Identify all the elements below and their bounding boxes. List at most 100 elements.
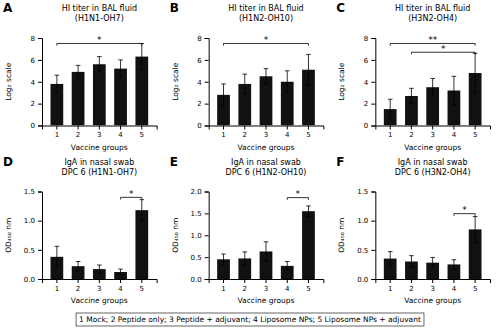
tick-mark (38, 104, 42, 105)
title-line: (H1N2-OH10) (239, 14, 293, 23)
marks (384, 53, 482, 125)
panel: 123450.00.51.01.5Vaccine groupsOD₄₅₀ nm*… (3, 155, 157, 306)
tick-label: 4 (118, 285, 123, 293)
tick: 1.5 (191, 210, 209, 218)
tick-mark (205, 104, 209, 105)
tick-label: 1 (388, 285, 392, 293)
error-bar (221, 254, 226, 265)
tick-label: 0 (31, 122, 35, 130)
axis-line (205, 39, 210, 127)
error-bar (285, 262, 290, 271)
error-bar (306, 206, 311, 217)
tick: 4 (118, 126, 123, 140)
error-bar (388, 99, 393, 119)
axis-line (209, 280, 324, 284)
plot-area: 123450.00.51.01.52.0Vaccine groupsOD₄₅₀ … (171, 188, 324, 305)
tick-mark (287, 126, 288, 130)
panel: 123450.00.51.01.52.0Vaccine groupsOD₄₅₀ … (170, 155, 324, 306)
tick-label: 1.0 (357, 217, 368, 225)
tick-mark (99, 126, 100, 130)
figure: 1234502468Vaccine groupsLog₂ scale*HI ti… (0, 0, 500, 329)
error-bar (76, 65, 81, 78)
plot-area: 123450.00.51.01.5Vaccine groupsOD₄₅₀ nm* (337, 188, 490, 305)
error-bar (409, 256, 414, 268)
y-axis: 02468 (197, 35, 209, 130)
tick: 8 (197, 35, 208, 43)
tick: 6 (364, 57, 375, 65)
tick-label: 1 (388, 131, 392, 139)
tick: 3 (264, 279, 268, 293)
tick-label: 5 (140, 131, 144, 139)
tick-label: 8 (364, 35, 368, 43)
tick-label: 4 (197, 78, 202, 86)
tick-mark (432, 279, 433, 283)
axis-line (205, 192, 210, 280)
y-axis-title: OD₄₅₀ nm (337, 218, 346, 253)
marks (50, 43, 148, 125)
tick: 0 (364, 122, 375, 130)
axis-line (376, 280, 491, 284)
title-line: DPC 6 (H1N1-OH7) (61, 168, 137, 177)
tick: 1.5 (357, 188, 375, 196)
tick-label: 3 (264, 285, 268, 293)
marks (217, 54, 315, 125)
tick: 4 (197, 78, 208, 86)
tick-mark (371, 126, 375, 127)
error-bar (242, 252, 247, 265)
tick-label: 1.0 (191, 232, 202, 240)
tick: 2 (243, 279, 247, 293)
tick-label: 5 (473, 131, 477, 139)
panel-label: D (3, 155, 13, 169)
title-line: DPC 6 (H1N2-OH10) (226, 168, 307, 177)
y-axis-title: OD₄₅₀ nm (4, 218, 13, 253)
x-axis: 12345 (376, 126, 491, 140)
tick-mark (205, 126, 209, 127)
x-axis-title: Vaccine groups (71, 143, 128, 152)
tick-mark (205, 82, 209, 83)
tick-label: 0 (197, 122, 201, 130)
tick: 1.0 (357, 217, 375, 225)
tick: 5 (306, 279, 310, 293)
tick-label: 2 (197, 100, 201, 108)
tick-label: 1.5 (191, 210, 202, 218)
x-axis-title: Vaccine groups (404, 143, 461, 152)
tick-label: 3 (430, 131, 434, 139)
tick-label: 0.5 (24, 247, 35, 255)
title-line: (H1N1-OH7) (75, 14, 124, 23)
title-line: IgA in nasal swab (64, 158, 134, 167)
tick-mark (38, 192, 42, 193)
tick-label: 1.0 (24, 217, 35, 225)
tick-label: 5 (306, 131, 310, 139)
tick: 5 (140, 126, 144, 140)
tick: 2 (76, 279, 80, 293)
tick-label: 3 (97, 131, 101, 139)
tick-label: 0.5 (191, 254, 202, 262)
panel-title: HI titer in BAL fluid(H1N1-OH7) (62, 4, 137, 23)
legend-box: 1 Mock; 2 Peptide only; 3 Peptide + adju… (76, 313, 424, 326)
error-bar (242, 74, 247, 94)
title-line: IgA in nasal swab (398, 158, 468, 167)
tick: 1 (221, 279, 225, 293)
error-bar (97, 265, 102, 273)
marks (217, 206, 315, 279)
tick: 0.5 (191, 254, 209, 262)
tick-label: 6 (31, 57, 36, 65)
x-axis-title: Vaccine groups (71, 296, 128, 305)
axis-line (371, 192, 376, 280)
tick-label: 3 (97, 285, 101, 293)
error-bar (55, 246, 60, 267)
axis-line (371, 39, 376, 127)
tick-mark (99, 279, 100, 283)
tick-mark (56, 126, 57, 130)
tick: 4 (452, 126, 457, 140)
tick-mark (38, 60, 42, 61)
bar (72, 72, 85, 126)
tick: 5 (306, 126, 310, 140)
error-bar (409, 88, 414, 103)
tick: 1 (388, 126, 392, 140)
tick: 8 (31, 35, 42, 43)
tick: 0.5 (357, 247, 375, 255)
error-bar (76, 262, 81, 271)
panel-title: IgA in nasal swabDPC 6 (H1N1-OH7) (61, 158, 137, 177)
tick: 0 (31, 122, 42, 130)
